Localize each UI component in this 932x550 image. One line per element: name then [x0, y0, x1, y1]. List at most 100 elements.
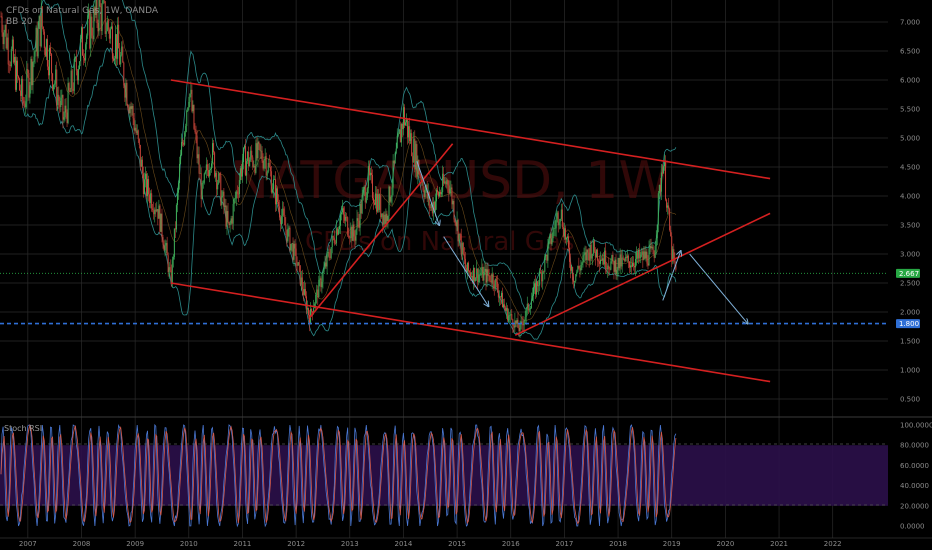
price-tick-label: 1.000: [900, 367, 920, 375]
candle-body: [398, 129, 400, 134]
candle-body: [424, 189, 426, 198]
stoch-tick-label: 0.0000: [900, 523, 925, 531]
candle-body: [661, 172, 663, 174]
candle-body: [392, 160, 394, 188]
price-axis[interactable]: 7.000 6.500 6.000 5.500 5.000 4.500 4.000 3.500…: [900, 19, 920, 404]
candle-body: [440, 191, 442, 195]
candle-body: [622, 257, 624, 259]
candle-body: [535, 283, 537, 295]
candle-body: [123, 62, 125, 86]
candle-body: [170, 270, 172, 285]
trendline-channel-bottom[interactable]: [170, 282, 771, 383]
candle-body: [430, 202, 432, 208]
candle-body: [505, 307, 507, 311]
candle-body: [95, 0, 97, 16]
candle-body: [568, 236, 570, 248]
candle-body: [105, 31, 107, 34]
candle-body: [41, 6, 43, 27]
candle-body: [549, 233, 551, 239]
candle-body: [625, 256, 627, 258]
candle-body: [44, 47, 46, 57]
candle-body: [134, 127, 136, 131]
candle-body: [277, 188, 279, 202]
candle-body: [577, 266, 579, 272]
candle-body: [428, 191, 430, 208]
candle-body: [382, 213, 384, 225]
candle-body: [300, 277, 302, 285]
candle-body: [265, 156, 267, 176]
candle-body: [158, 205, 160, 219]
candle-body: [35, 27, 37, 52]
candle-body: [436, 189, 438, 193]
candle-body: [331, 236, 333, 248]
candle-body: [316, 289, 318, 296]
chart-legend[interactable]: CFDs on Natural Gas, 1W, OANDA BB 20: [6, 6, 158, 28]
candle-body: [571, 266, 573, 271]
candle-body: [55, 69, 57, 84]
candle-body: [588, 252, 590, 261]
candle-body: [10, 48, 12, 66]
candle-body: [257, 141, 259, 159]
bollinger-lower: [20, 47, 677, 340]
candle-body: [226, 211, 228, 227]
candle-body: [516, 319, 518, 324]
candle-body: [172, 256, 174, 260]
candle-body: [234, 198, 236, 200]
candle-body: [543, 271, 545, 272]
trendline-channel-top[interactable]: [170, 79, 771, 180]
candle-body: [294, 243, 296, 249]
candle-body: [412, 156, 414, 163]
trendline-support-2016[interactable]: [514, 212, 771, 336]
candle-body: [523, 320, 525, 326]
candle-body: [347, 217, 349, 236]
projection-arrow[interactable]: [443, 236, 489, 307]
candle-body: [416, 144, 418, 177]
trendline-support-2012[interactable]: [308, 143, 454, 319]
trendlines[interactable]: [170, 79, 771, 383]
candle-body: [624, 256, 626, 261]
candle-body: [492, 274, 494, 285]
candle-body: [453, 200, 455, 220]
candle-body: [501, 292, 503, 308]
projection-arrow[interactable]: [689, 253, 748, 324]
candle-body: [451, 187, 453, 205]
candle-body: [634, 265, 636, 268]
candle-body: [380, 195, 382, 218]
candle-body: [653, 254, 655, 258]
stoch-axis[interactable]: 100.0000 80.0000 60.0000 40.0000 20.0000 0.00…: [900, 422, 932, 531]
candle-body: [2, 32, 4, 45]
candle-body: [325, 262, 327, 267]
projection-arrows[interactable]: [416, 161, 748, 324]
price-tick-label: 4.000: [900, 193, 920, 201]
candle-body: [562, 227, 564, 237]
candle-body: [100, 6, 102, 32]
candle-body: [193, 104, 195, 129]
candle-body: [92, 35, 94, 40]
candle-body: [478, 274, 480, 283]
candle-body: [673, 249, 675, 259]
candle-body: [235, 191, 237, 199]
last-price-tag: 2.667: [896, 268, 920, 278]
candle-body: [470, 272, 472, 277]
candle-body: [273, 179, 275, 180]
candle-body: [152, 208, 154, 211]
projection-arrow[interactable]: [662, 251, 681, 301]
time-axis[interactable]: 2007 2008 2009 2010 2011 2012 2013 2014 2015 2016…: [0, 537, 932, 548]
stoch-panel-label[interactable]: Stoch RSI: [4, 424, 43, 433]
candle-body: [515, 320, 517, 324]
candle-body: [362, 189, 364, 196]
projection-arrow[interactable]: [416, 161, 439, 225]
candle-body: [573, 280, 575, 283]
candle-body: [133, 118, 135, 131]
candle-body: [75, 57, 77, 71]
candle-body: [584, 252, 586, 255]
candle-body: [463, 254, 465, 259]
candle-body: [529, 308, 531, 310]
candle-body: [148, 179, 150, 195]
candle-body: [520, 321, 522, 324]
candle-body: [465, 268, 467, 273]
candle-body: [79, 38, 81, 62]
candle-body: [45, 39, 47, 57]
candlestick-series[interactable]: [0, 0, 677, 338]
